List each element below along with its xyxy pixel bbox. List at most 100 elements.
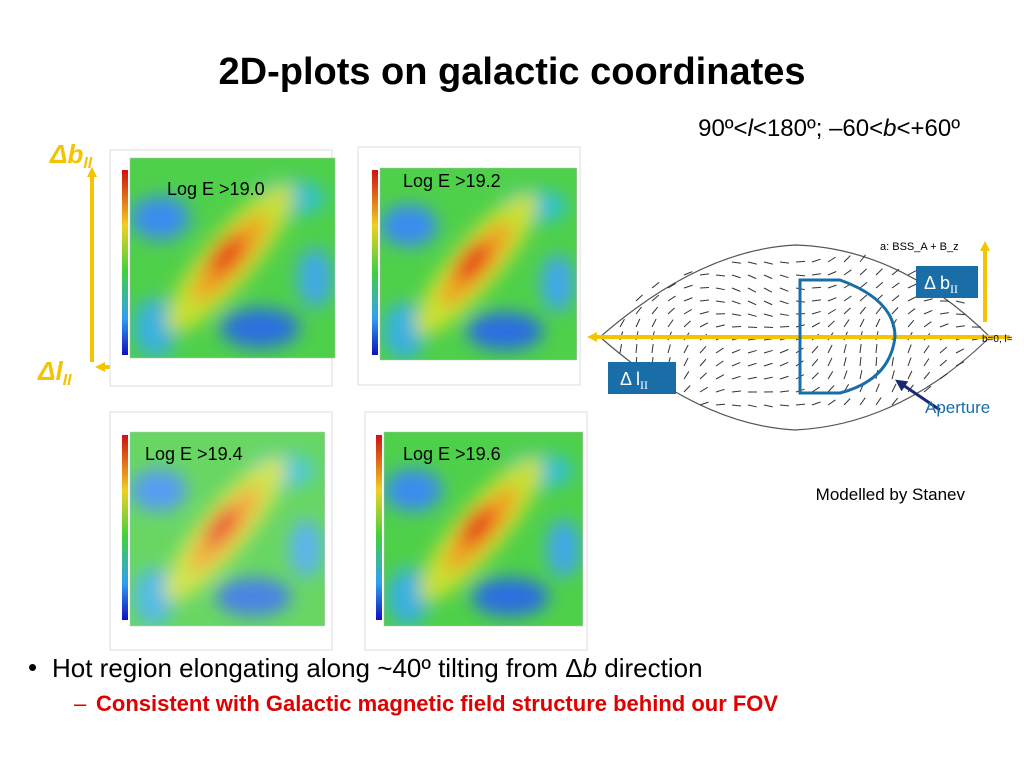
field-vector bbox=[635, 306, 642, 315]
field-vector bbox=[747, 300, 757, 306]
field-vector bbox=[715, 274, 725, 277]
field-vector bbox=[635, 318, 641, 328]
field-vector bbox=[811, 322, 821, 328]
field-vector bbox=[699, 358, 707, 367]
field-vector bbox=[715, 287, 725, 291]
field-vector bbox=[715, 300, 725, 303]
field-vector bbox=[891, 295, 900, 302]
field-vector bbox=[763, 300, 773, 306]
field-vector bbox=[875, 343, 878, 354]
field-vector bbox=[923, 345, 930, 354]
coordinate-range: 90º<l<180º; –60<b<+60º bbox=[698, 115, 960, 142]
l-axis-sub: II bbox=[63, 372, 72, 389]
heatmap bbox=[380, 168, 577, 360]
field-vector bbox=[747, 362, 757, 367]
field-vector bbox=[843, 319, 850, 328]
field-vector bbox=[811, 286, 822, 289]
field-vector bbox=[859, 294, 868, 302]
field-vector bbox=[651, 306, 659, 315]
field-vector bbox=[779, 261, 789, 264]
field-vector bbox=[907, 370, 913, 380]
colorbar bbox=[376, 435, 382, 620]
field-vector bbox=[763, 404, 773, 408]
field-vector bbox=[779, 274, 789, 279]
field-vector bbox=[939, 323, 949, 328]
field-vector bbox=[827, 344, 833, 354]
b-box-label: Δ bII bbox=[924, 273, 958, 296]
field-vector bbox=[763, 274, 773, 280]
field-vector bbox=[683, 371, 690, 380]
panel-label: Log E >19.0 bbox=[167, 179, 265, 199]
field-vector bbox=[827, 385, 835, 393]
field-vector bbox=[939, 312, 949, 315]
field-vector bbox=[843, 357, 847, 367]
field-vector bbox=[667, 344, 671, 354]
colorbar bbox=[122, 170, 128, 355]
field-vector bbox=[763, 349, 773, 354]
field-vector bbox=[731, 349, 741, 354]
field-vector bbox=[939, 373, 948, 380]
panel-label: Log E >19.6 bbox=[403, 444, 501, 464]
field-vector bbox=[667, 307, 675, 315]
field-vector bbox=[891, 357, 894, 367]
field-vector bbox=[651, 294, 660, 302]
field-vector bbox=[827, 308, 836, 315]
field-vector bbox=[891, 282, 900, 289]
sub-bullet-text: Consistent with Galactic magnetic field … bbox=[96, 691, 778, 716]
field-vector bbox=[747, 274, 757, 280]
field-vector bbox=[811, 358, 819, 367]
field-vector bbox=[779, 375, 789, 380]
l-box-symbol: Δ l bbox=[620, 369, 640, 389]
field-vector bbox=[683, 320, 691, 328]
field-vector bbox=[779, 361, 789, 367]
field-vector bbox=[747, 376, 757, 380]
field-vector bbox=[923, 309, 933, 315]
field-vector bbox=[907, 296, 917, 302]
field-vector bbox=[859, 282, 868, 289]
field-vector bbox=[731, 300, 741, 305]
field-vector bbox=[779, 404, 790, 407]
field-vector bbox=[811, 273, 821, 276]
field-vector bbox=[923, 321, 932, 328]
field-vector bbox=[683, 357, 689, 367]
field-vector bbox=[843, 344, 847, 354]
field-vector bbox=[683, 309, 693, 315]
range-part: l bbox=[748, 115, 754, 142]
field-vector bbox=[907, 319, 915, 328]
aperture-outline bbox=[798, 278, 897, 395]
field-vector bbox=[763, 287, 773, 293]
field-vector bbox=[763, 261, 773, 265]
field-vector bbox=[651, 318, 657, 328]
field-vector bbox=[715, 347, 724, 354]
field-vector bbox=[907, 270, 917, 276]
field-vector bbox=[683, 385, 691, 393]
field-vector bbox=[859, 344, 862, 354]
field-vector bbox=[827, 399, 836, 406]
field-vector bbox=[699, 273, 709, 276]
panel-label: Log E >19.4 bbox=[145, 444, 243, 464]
field-vector bbox=[859, 356, 862, 367]
field-vector bbox=[731, 261, 741, 264]
field-vector bbox=[827, 284, 837, 289]
l-box-sub: II bbox=[640, 378, 648, 392]
field-vector bbox=[747, 261, 757, 265]
field-vector bbox=[699, 286, 710, 289]
field-vector bbox=[891, 370, 895, 380]
field-vector bbox=[747, 404, 757, 408]
colorbar bbox=[122, 435, 128, 620]
field-vector bbox=[795, 260, 806, 263]
bullet-marker: • bbox=[28, 652, 37, 682]
field-vector bbox=[715, 388, 725, 393]
field-vector bbox=[763, 362, 773, 367]
field-vector bbox=[683, 284, 693, 289]
field-vector bbox=[843, 398, 851, 406]
field-vector bbox=[923, 385, 932, 393]
field-vector bbox=[699, 372, 707, 380]
field-vector bbox=[763, 376, 773, 380]
field-vector bbox=[859, 306, 867, 315]
field-vector bbox=[715, 324, 725, 328]
field-vector bbox=[859, 318, 865, 328]
field-vector bbox=[939, 359, 948, 367]
